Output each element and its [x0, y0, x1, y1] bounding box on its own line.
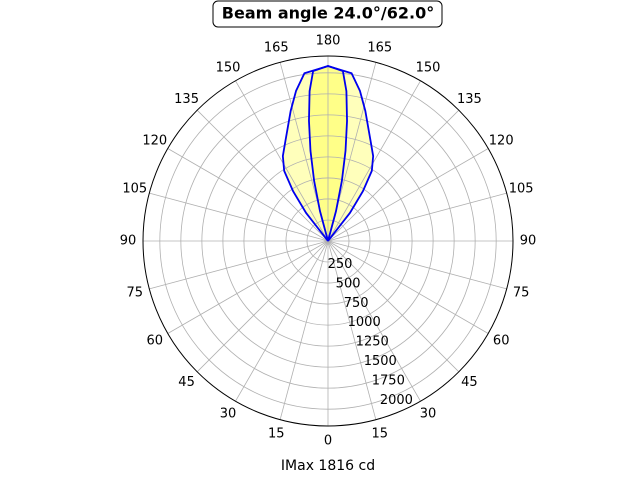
grid-spoke — [167, 240, 329, 334]
theta-tick-label: 165 — [367, 40, 392, 55]
grid-spoke — [149, 240, 329, 290]
r-tick-label: 2000 — [380, 393, 413, 408]
theta-tick-label: 165 — [264, 40, 289, 55]
theta-tick-label: 30 — [420, 407, 437, 422]
r-tick-label: 1250 — [356, 335, 389, 350]
theta-tick-label: 30 — [220, 407, 237, 422]
theta-tick-label: 105 — [122, 182, 147, 197]
grid-spoke — [327, 240, 421, 402]
chart-title: Beam angle 24.0°/62.0° — [222, 4, 434, 23]
theta-tick-label: 135 — [457, 92, 482, 107]
r-tick-label: 1750 — [372, 373, 405, 388]
theta-tick-label: 60 — [493, 334, 510, 349]
r-tick-label: 750 — [344, 296, 369, 311]
grid-spoke — [149, 192, 329, 242]
grid-spoke — [327, 148, 489, 242]
theta-tick-label: 150 — [416, 60, 441, 75]
grid-spoke — [327, 240, 377, 420]
x-axis-label: IMax 1816 cd — [281, 458, 375, 474]
theta-tick-label: 60 — [147, 334, 164, 349]
grid-spoke — [327, 109, 460, 242]
theta-tick-label: 120 — [142, 134, 167, 149]
grid-spoke — [279, 240, 329, 420]
theta-tick-label: 0 — [324, 434, 332, 449]
grid-spoke — [327, 240, 489, 334]
grid-spoke — [196, 109, 329, 242]
r-tick-label: 500 — [336, 276, 361, 291]
grid-spoke — [327, 240, 460, 373]
theta-tick-label: 45 — [178, 375, 195, 390]
grid-spoke — [196, 240, 329, 373]
theta-tick-label: 90 — [520, 234, 537, 249]
theta-tick-label: 105 — [509, 182, 534, 197]
theta-tick-label: 150 — [216, 60, 241, 75]
outer-frame — [142, 55, 514, 427]
theta-tick-label: 135 — [174, 92, 199, 107]
grid-spoke — [327, 192, 507, 242]
theta-tick-label: 15 — [371, 427, 388, 442]
title-box — [212, 0, 443, 28]
theta-tick-label: 75 — [513, 285, 530, 300]
r-tick-label: 1500 — [364, 354, 397, 369]
theta-tick-label: 90 — [120, 234, 137, 249]
theta-tick-label: 120 — [489, 134, 514, 149]
theta-tick-label: 15 — [268, 427, 285, 442]
theta-tick-label: 75 — [127, 285, 144, 300]
grid-spoke — [327, 240, 507, 290]
series-line — [308, 65, 348, 242]
theta-tick-label: 45 — [461, 375, 478, 390]
r-tick-label: 1000 — [348, 315, 381, 330]
grid-spoke — [167, 148, 329, 242]
grid-spoke — [327, 80, 421, 242]
theta-tick-label: 180 — [316, 34, 341, 49]
grid-spoke — [235, 240, 329, 402]
r-tick-label: 250 — [328, 257, 353, 272]
grid-spoke — [235, 80, 329, 242]
